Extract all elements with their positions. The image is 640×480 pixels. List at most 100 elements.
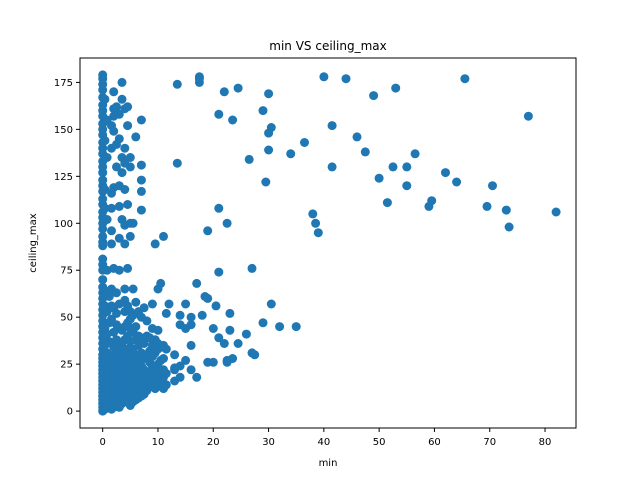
data-point — [266, 123, 276, 132]
data-point — [219, 87, 229, 97]
y-axis-ticks: 0 25 50 75 100 125 150 175 — [54, 78, 80, 418]
data-point — [175, 310, 185, 320]
data-point — [112, 288, 121, 298]
data-point — [186, 312, 196, 322]
x-tick-label: 0 — [99, 437, 105, 448]
x-tick-label: 70 — [483, 437, 496, 448]
data-point — [172, 158, 182, 168]
x-tick-label: 50 — [373, 437, 386, 448]
data-point — [319, 72, 329, 82]
data-point — [311, 218, 321, 228]
data-point — [120, 143, 130, 153]
data-point — [208, 357, 218, 367]
data-point — [136, 186, 146, 196]
y-tick-label: 150 — [54, 125, 73, 136]
data-point — [104, 292, 114, 301]
chart-title: min VS ceiling_max — [269, 39, 386, 53]
data-point — [172, 79, 182, 89]
data-point — [352, 132, 362, 142]
data-point — [222, 218, 232, 228]
data-point — [123, 121, 133, 131]
data-point — [441, 168, 450, 178]
data-point — [123, 263, 133, 273]
data-point — [112, 308, 121, 318]
x-tick-label: 40 — [317, 437, 330, 448]
data-point — [427, 196, 437, 206]
data-point — [131, 297, 141, 307]
data-point — [114, 265, 124, 275]
data-point — [102, 153, 112, 162]
data-point — [175, 361, 185, 371]
data-point — [128, 284, 138, 294]
data-point — [327, 162, 337, 172]
data-point — [225, 325, 235, 335]
data-point — [117, 77, 127, 87]
data-point — [360, 147, 370, 157]
data-point — [100, 185, 110, 194]
x-tick-label: 20 — [207, 437, 220, 448]
y-tick-label: 75 — [60, 266, 73, 277]
data-point — [123, 200, 133, 209]
data-point — [164, 299, 174, 309]
x-axis-label: min — [319, 458, 338, 469]
data-point — [211, 301, 221, 311]
data-point — [120, 185, 130, 194]
data-point — [291, 322, 301, 332]
data-point — [460, 74, 470, 84]
data-point — [244, 154, 254, 164]
data-point — [100, 136, 110, 146]
y-tick-label: 125 — [54, 172, 73, 183]
data-point — [107, 239, 116, 249]
data-point — [266, 299, 276, 309]
data-point — [482, 201, 492, 211]
data-point — [161, 308, 171, 318]
data-point — [203, 293, 213, 303]
plot-frame — [79, 57, 577, 429]
data-point — [264, 145, 274, 155]
data-point — [128, 218, 138, 228]
data-point — [402, 162, 412, 172]
data-point — [402, 181, 412, 191]
data-point — [214, 333, 224, 343]
data-point — [112, 162, 121, 172]
data-point — [214, 109, 224, 119]
data-point — [214, 267, 224, 277]
x-tick-label: 10 — [152, 437, 165, 448]
data-point — [264, 89, 274, 99]
data-point — [369, 91, 379, 101]
data-point — [114, 109, 124, 119]
data-point — [107, 203, 116, 213]
data-point — [488, 181, 497, 191]
data-point — [136, 205, 146, 215]
data-point — [501, 205, 511, 215]
data-point — [125, 153, 135, 162]
data-point — [551, 207, 561, 217]
data-point — [114, 201, 124, 211]
data-point — [186, 365, 196, 375]
data-point — [153, 325, 163, 335]
data-point — [341, 74, 351, 84]
data-point — [452, 177, 462, 187]
data-point — [161, 369, 171, 378]
data-point — [258, 106, 268, 116]
data-point — [275, 322, 285, 332]
data-point — [159, 231, 168, 241]
data-point — [233, 339, 243, 348]
data-point — [197, 310, 207, 320]
y-tick-label: 175 — [54, 78, 73, 89]
data-point — [150, 239, 160, 249]
data-point — [313, 228, 323, 238]
data-point — [156, 278, 166, 288]
y-axis-label: ceiling_max — [28, 213, 39, 273]
data-point — [225, 308, 235, 318]
data-point — [186, 320, 196, 330]
x-tick-label: 60 — [428, 437, 441, 448]
data-point — [114, 134, 124, 144]
data-point — [261, 177, 271, 187]
data-point — [300, 138, 309, 147]
data-point — [504, 222, 514, 232]
points-layer — [98, 70, 561, 416]
data-point — [100, 94, 110, 104]
data-point — [382, 198, 392, 208]
